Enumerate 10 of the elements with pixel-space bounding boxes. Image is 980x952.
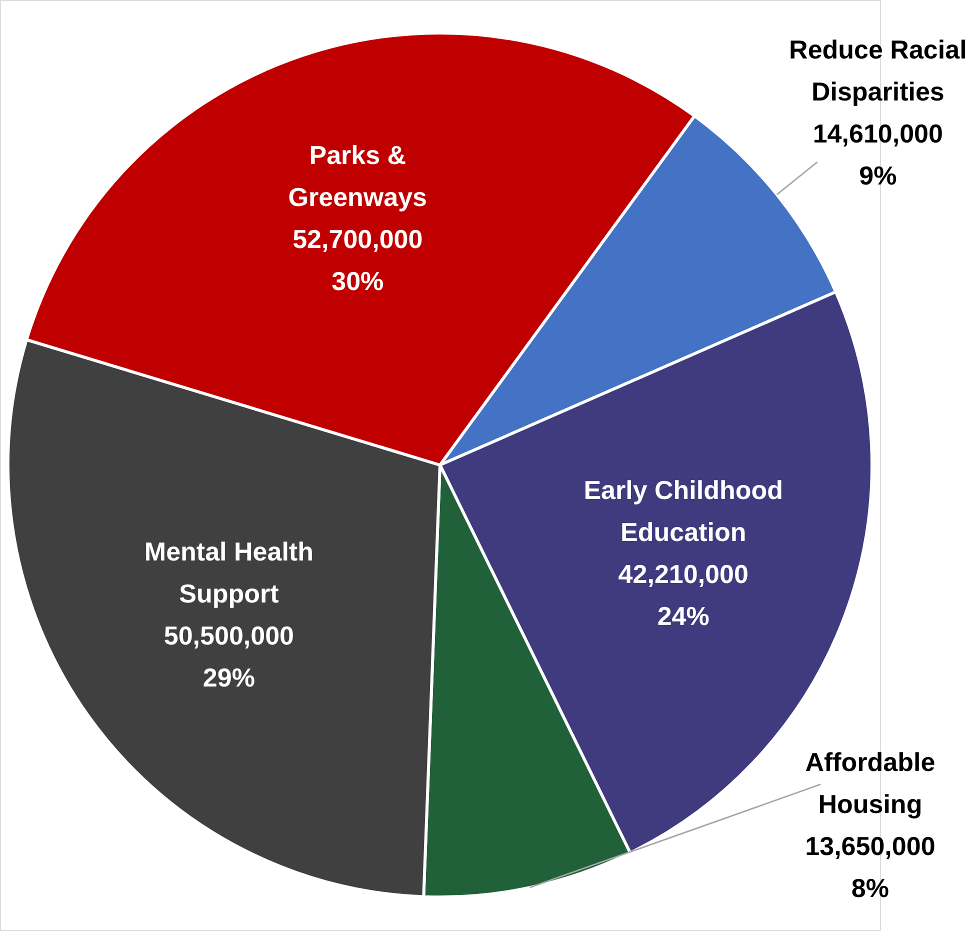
slice-label: Early Childhood Education: [584, 475, 784, 548]
data-label: 14,610,000 9%: [812, 118, 943, 190]
data-label: 42,210,000 24%: [618, 559, 748, 632]
slice-label: Mental Health Support: [144, 536, 314, 608]
data-label: 52,700,000 30%: [292, 224, 423, 296]
data-label: 13,650,000 8%: [805, 830, 936, 903]
data-label: 50,500,000 29%: [164, 620, 294, 692]
slice-label: Reduce Racial Disparities: [789, 34, 967, 106]
slice-label: Parks & Greenways: [288, 140, 428, 212]
slice-label: Affordable Housing: [805, 746, 936, 819]
